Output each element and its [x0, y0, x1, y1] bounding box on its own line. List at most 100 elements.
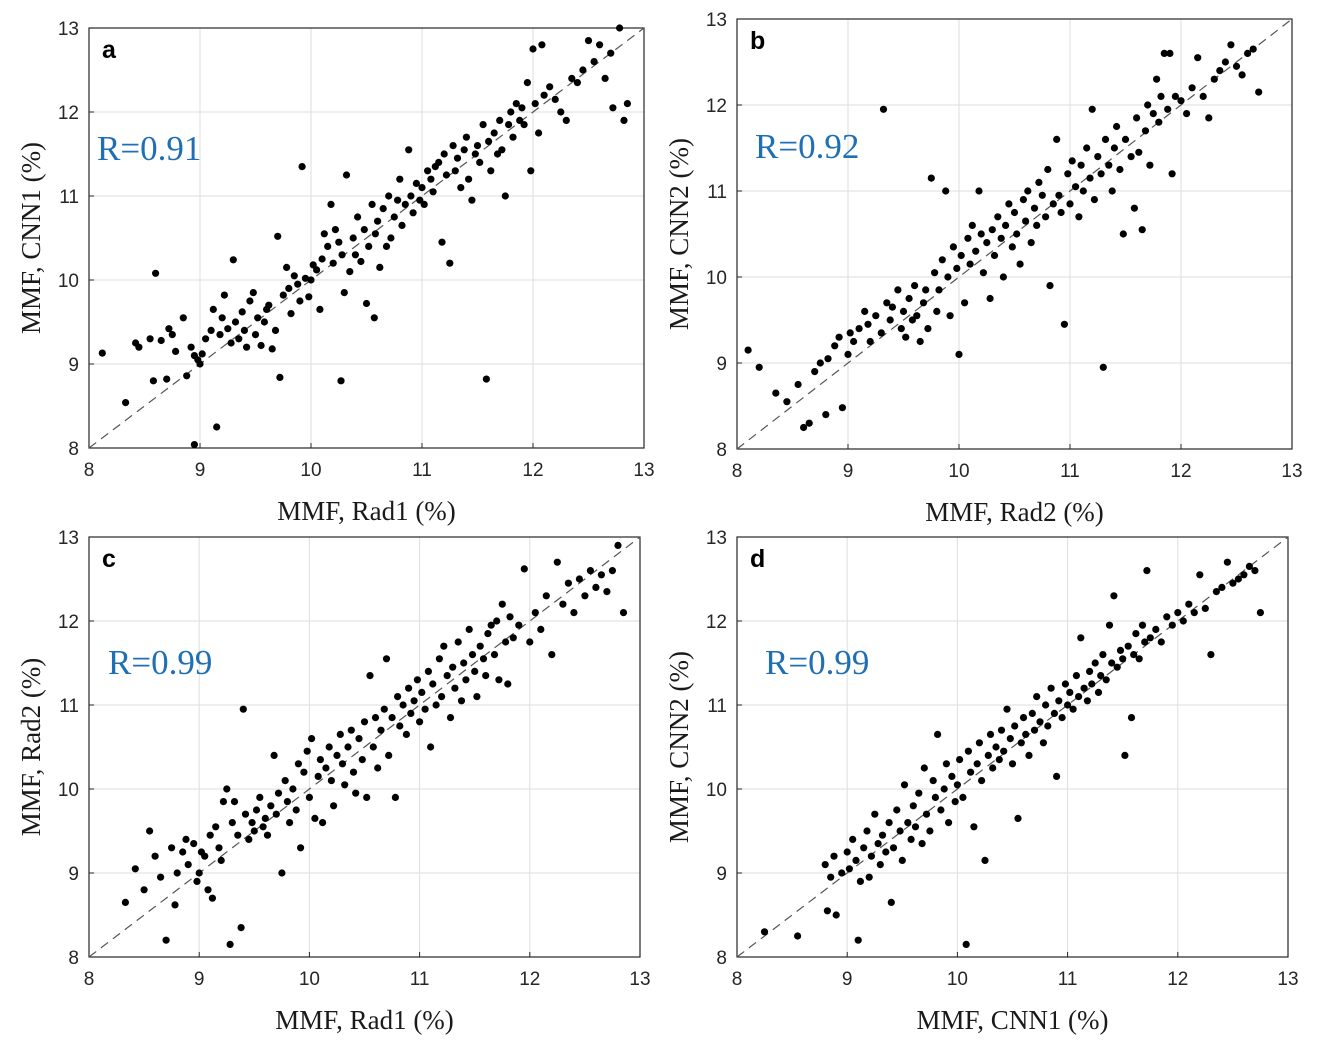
data-point — [146, 335, 154, 343]
data-point — [342, 171, 351, 179]
x-tick-label: 11 — [1058, 969, 1078, 990]
data-point — [989, 764, 997, 772]
data-point — [196, 360, 204, 368]
data-point — [1053, 135, 1061, 143]
x-tick-label: 9 — [194, 969, 205, 990]
data-point — [405, 146, 413, 154]
data-point — [535, 129, 543, 137]
y-axis-label: MMF, CNN2 (%) — [664, 138, 694, 330]
data-point — [246, 297, 254, 305]
data-point — [1157, 92, 1165, 100]
data-point — [760, 928, 769, 936]
data-point — [1249, 45, 1257, 53]
y-tick-label: 11 — [59, 696, 79, 717]
data-point — [1207, 651, 1215, 659]
y-axis-label: MMF, CNN1 (%) — [16, 142, 46, 334]
data-point — [1075, 693, 1083, 701]
data-point — [916, 337, 924, 346]
data-point — [165, 325, 173, 333]
panel-d: 8 9 10 11 12 13 8 9 10 11 12 13 d R=0.99 MMF, CNN1 (%)… — [664, 528, 1299, 1035]
data-point — [1183, 110, 1191, 118]
data-point — [1244, 49, 1252, 58]
data-point — [1102, 676, 1110, 684]
data-point — [1072, 672, 1080, 680]
data-point — [899, 307, 908, 315]
data-point — [377, 726, 385, 734]
data-point — [362, 299, 371, 308]
data-point — [523, 79, 532, 87]
data-point — [999, 273, 1008, 281]
data-point — [237, 924, 245, 932]
data-point — [1127, 714, 1136, 722]
data-point — [465, 175, 473, 183]
data-point — [1024, 187, 1032, 195]
data-point — [542, 592, 550, 600]
data-point — [1157, 638, 1165, 646]
data-point — [204, 886, 212, 894]
data-point — [1060, 320, 1068, 328]
data-point — [1135, 148, 1143, 156]
data-point — [986, 294, 994, 303]
data-point — [432, 701, 440, 709]
data-point — [816, 359, 824, 367]
data-point — [1216, 67, 1224, 75]
data-point — [451, 167, 459, 175]
data-point — [927, 174, 935, 182]
data-point — [942, 187, 950, 195]
data-point — [385, 192, 393, 200]
data-point — [964, 747, 973, 755]
data-point — [1019, 714, 1028, 722]
data-point — [854, 936, 862, 944]
data-point — [1251, 567, 1259, 575]
y-axis-label: MMF, Rad2 (%) — [16, 658, 46, 837]
data-point — [1255, 88, 1263, 96]
data-point — [1132, 630, 1140, 638]
data-point — [1174, 609, 1182, 617]
data-point — [307, 276, 315, 284]
data-point — [1121, 135, 1130, 143]
x-tick-label: 8 — [732, 969, 743, 990]
data-point — [354, 213, 362, 221]
x-axis-label: MMF, CNN1 (%) — [916, 1005, 1108, 1035]
data-point — [962, 940, 970, 949]
data-point — [603, 588, 611, 596]
data-point — [376, 263, 384, 271]
data-point — [368, 200, 376, 208]
data-point — [457, 697, 466, 705]
x-tick-label: 13 — [1281, 461, 1302, 482]
data-point — [1058, 714, 1066, 722]
data-point — [424, 667, 432, 676]
x-tick-label: 12 — [1167, 969, 1188, 990]
data-point — [827, 873, 835, 881]
data-point — [239, 705, 247, 713]
data-point — [283, 798, 291, 806]
data-point — [850, 337, 858, 346]
x-tick-label: 8 — [84, 460, 95, 481]
x-tick-label: 12 — [522, 460, 543, 481]
data-point — [874, 840, 882, 848]
data-point — [893, 806, 901, 814]
data-point — [446, 259, 454, 267]
data-point — [546, 83, 554, 91]
data-point — [972, 247, 980, 255]
data-point — [515, 621, 523, 629]
data-point — [413, 676, 421, 684]
data-point — [994, 213, 1002, 221]
data-point — [279, 291, 287, 299]
data-point — [970, 823, 978, 831]
x-axis-label: MMF, Rad1 (%) — [277, 496, 456, 526]
data-point — [863, 827, 871, 835]
data-point — [1064, 701, 1072, 709]
data-point — [217, 856, 225, 865]
data-point — [1022, 217, 1030, 225]
data-point — [482, 672, 490, 680]
data-point — [800, 423, 808, 432]
data-point — [623, 100, 632, 108]
data-point — [1245, 562, 1253, 571]
data-point — [346, 268, 354, 276]
data-point — [975, 187, 983, 195]
data-point — [1146, 161, 1154, 169]
data-point — [844, 350, 852, 358]
data-point — [416, 718, 424, 726]
